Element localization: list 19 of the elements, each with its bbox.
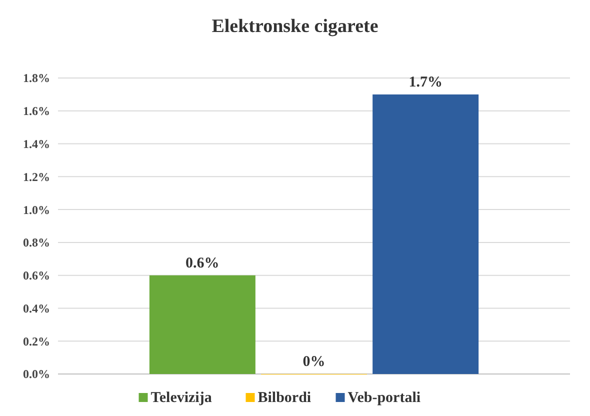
chart-title: Elektronske cigarete bbox=[212, 16, 378, 37]
y-tick-label: 0.0% bbox=[23, 367, 50, 382]
legend-label: Bilbordi bbox=[258, 390, 312, 406]
y-tick-label: 1.6% bbox=[23, 104, 50, 118]
bar bbox=[149, 275, 256, 374]
bar bbox=[372, 94, 479, 374]
data-label: 0% bbox=[302, 354, 326, 370]
legend-label: Veb-portali bbox=[348, 390, 421, 406]
y-tick-label: 0.6% bbox=[23, 268, 50, 283]
y-tick-label: 1.0% bbox=[23, 202, 50, 217]
y-tick-label: 1.8% bbox=[23, 71, 50, 86]
legend-label: Televizija bbox=[150, 390, 212, 406]
data-label: 0.6% bbox=[186, 255, 220, 272]
y-tick-label: 0.8% bbox=[23, 236, 50, 250]
data-label: 1.7% bbox=[408, 74, 442, 90]
y-tick-label: 0.2% bbox=[23, 334, 50, 348]
y-tick-label: 1.4% bbox=[23, 136, 50, 151]
y-tick-label: 0.4% bbox=[23, 301, 50, 316]
y-tick-label: 1.2% bbox=[23, 170, 50, 184]
